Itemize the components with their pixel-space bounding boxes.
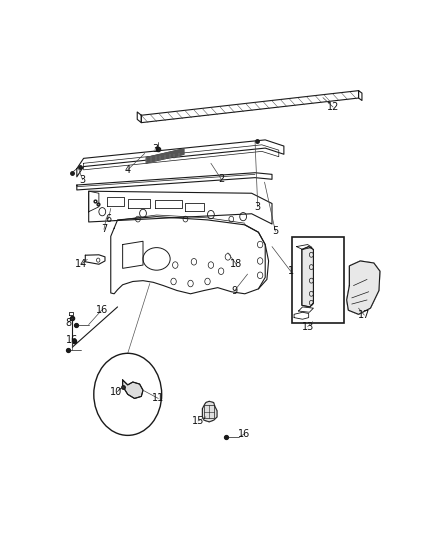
Text: 12: 12: [327, 102, 339, 112]
Text: 8: 8: [65, 318, 71, 327]
Text: 6: 6: [105, 214, 111, 224]
Text: 10: 10: [110, 387, 123, 397]
Text: 16: 16: [95, 305, 108, 315]
Bar: [292, 237, 344, 324]
Text: 4: 4: [125, 165, 131, 175]
Text: 2: 2: [218, 174, 224, 184]
Text: 9: 9: [232, 286, 238, 295]
Text: 13: 13: [301, 321, 314, 332]
Text: 17: 17: [358, 310, 371, 320]
Polygon shape: [146, 149, 184, 163]
Polygon shape: [302, 247, 314, 307]
Text: 3: 3: [80, 175, 86, 185]
Text: 11: 11: [152, 393, 164, 403]
Text: 16: 16: [66, 335, 78, 345]
Text: 16: 16: [238, 429, 250, 439]
Circle shape: [94, 353, 162, 435]
Polygon shape: [346, 261, 380, 314]
Text: 1: 1: [288, 266, 294, 276]
Text: 18: 18: [230, 259, 243, 269]
Text: 5: 5: [272, 227, 279, 237]
Polygon shape: [123, 380, 143, 399]
Text: 14: 14: [75, 259, 87, 269]
Polygon shape: [202, 401, 217, 422]
Text: 3: 3: [254, 202, 261, 212]
Text: 3: 3: [152, 144, 158, 155]
Text: 15: 15: [192, 416, 204, 426]
Text: 7: 7: [101, 224, 107, 235]
